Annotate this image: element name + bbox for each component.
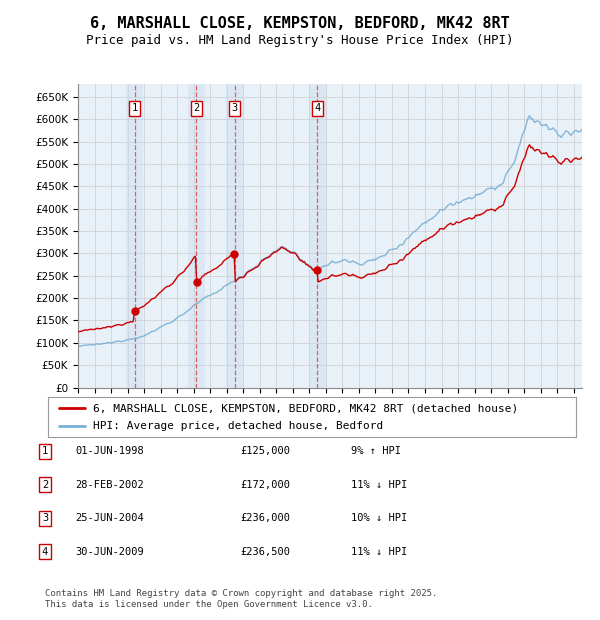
Text: 25-JUN-2004: 25-JUN-2004 xyxy=(75,513,144,523)
Text: 1: 1 xyxy=(42,446,48,456)
Text: 01-JUN-1998: 01-JUN-1998 xyxy=(75,446,144,456)
Text: 6, MARSHALL CLOSE, KEMPSTON, BEDFORD, MK42 8RT (detached house): 6, MARSHALL CLOSE, KEMPSTON, BEDFORD, MK… xyxy=(93,403,518,413)
Text: 3: 3 xyxy=(232,104,238,113)
Text: £236,500: £236,500 xyxy=(240,547,290,557)
Text: 11% ↓ HPI: 11% ↓ HPI xyxy=(351,480,407,490)
Text: Contains HM Land Registry data © Crown copyright and database right 2025.
This d: Contains HM Land Registry data © Crown c… xyxy=(45,590,437,609)
Text: 3: 3 xyxy=(42,513,48,523)
Text: 4: 4 xyxy=(314,104,320,113)
Text: 11% ↓ HPI: 11% ↓ HPI xyxy=(351,547,407,557)
Bar xyxy=(188,84,205,388)
Text: £172,000: £172,000 xyxy=(240,480,290,490)
Bar xyxy=(309,84,326,388)
Text: 1: 1 xyxy=(131,104,137,113)
Text: 30-JUN-2009: 30-JUN-2009 xyxy=(75,547,144,557)
Text: Price paid vs. HM Land Registry's House Price Index (HPI): Price paid vs. HM Land Registry's House … xyxy=(86,34,514,46)
Text: 4: 4 xyxy=(42,547,48,557)
Text: £236,000: £236,000 xyxy=(240,513,290,523)
Text: 2: 2 xyxy=(193,104,199,113)
Text: 2: 2 xyxy=(42,480,48,490)
Text: 28-FEB-2002: 28-FEB-2002 xyxy=(75,480,144,490)
Text: 9% ↑ HPI: 9% ↑ HPI xyxy=(351,446,401,456)
Text: £125,000: £125,000 xyxy=(240,446,290,456)
Text: HPI: Average price, detached house, Bedford: HPI: Average price, detached house, Bedf… xyxy=(93,421,383,431)
Text: 6, MARSHALL CLOSE, KEMPSTON, BEDFORD, MK42 8RT: 6, MARSHALL CLOSE, KEMPSTON, BEDFORD, MK… xyxy=(90,16,510,31)
Bar xyxy=(226,84,243,388)
Bar xyxy=(126,84,143,388)
Text: 10% ↓ HPI: 10% ↓ HPI xyxy=(351,513,407,523)
